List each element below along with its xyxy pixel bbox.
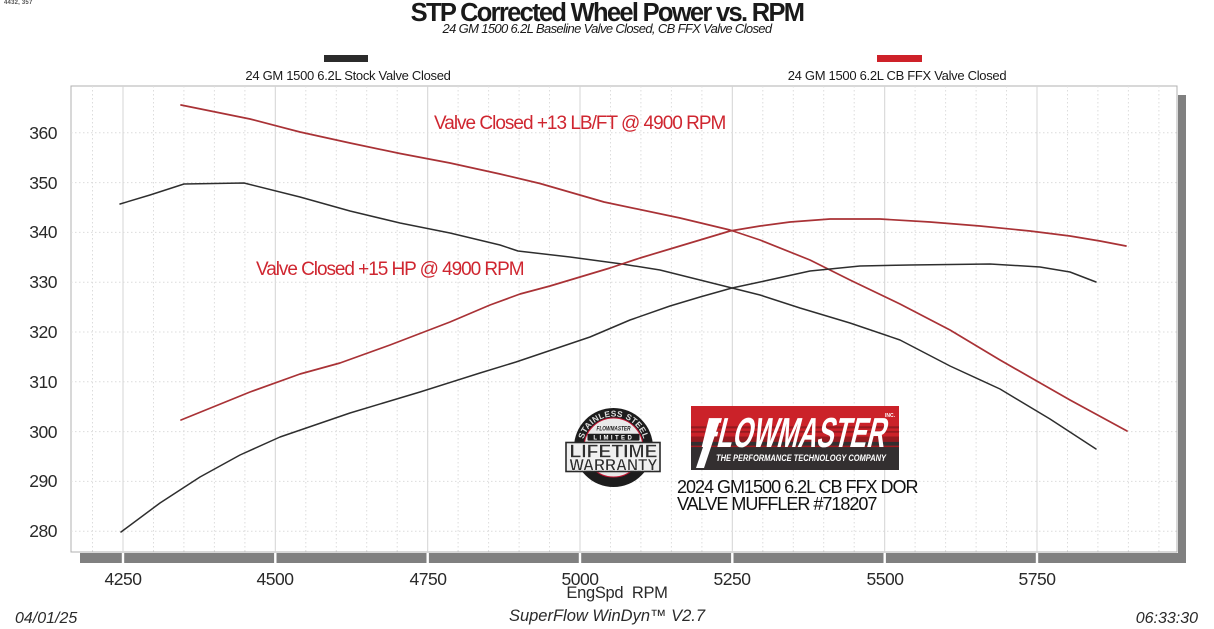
svg-text:LIMITED: LIMITED: [593, 435, 634, 441]
svg-text:THE PERFORMANCE TECHNOLOGY COM: THE PERFORMANCE TECHNOLOGY COMPANY: [716, 452, 887, 463]
svg-text:INC.: INC.: [885, 413, 896, 419]
svg-text:FLOWMASTER: FLOWMASTER: [597, 426, 631, 433]
svg-text:WARRANTY: WARRANTY: [570, 456, 658, 474]
svg-text:LIFETIME: LIFETIME: [570, 440, 658, 461]
svg-text:FLOWMASTER: FLOWMASTER: [698, 410, 894, 457]
